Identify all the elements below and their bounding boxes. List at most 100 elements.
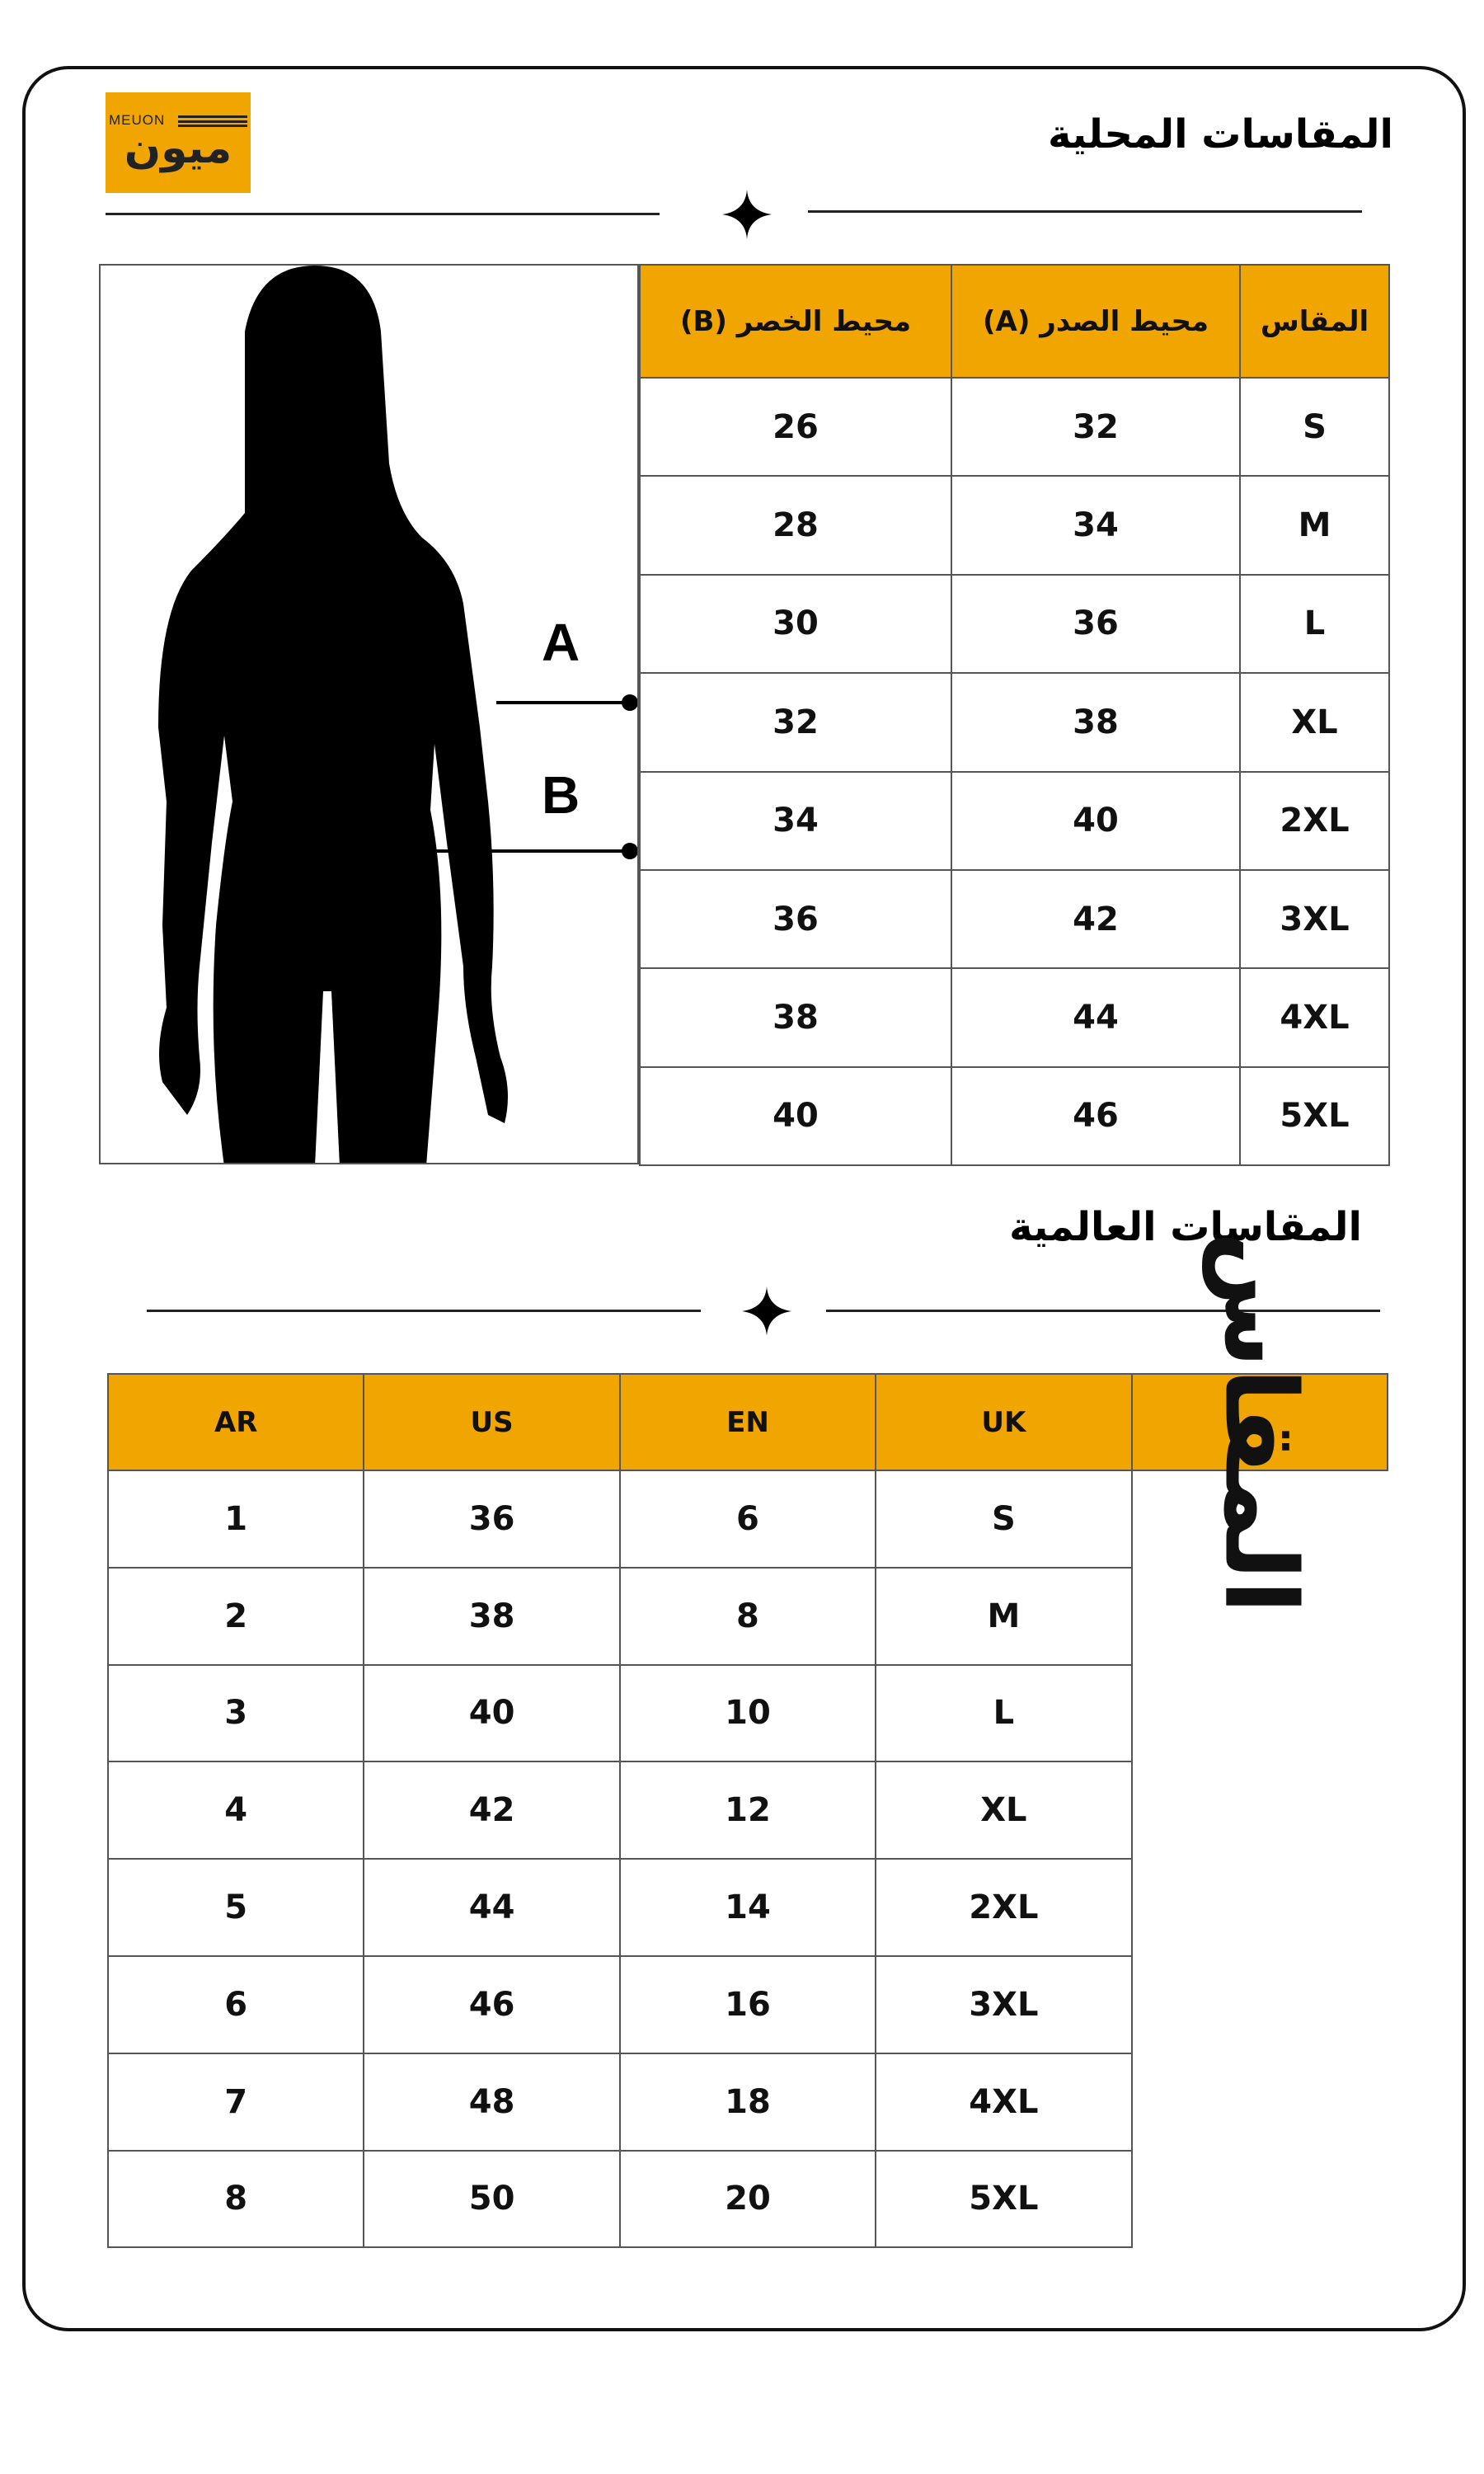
- divider-line: [808, 210, 1362, 213]
- table-row: 34 40 2XL: [639, 770, 1390, 871]
- table-cell: 42: [363, 1761, 621, 1860]
- table-cell: 8: [618, 1566, 877, 1666]
- table-cell: 40: [639, 1065, 952, 1167]
- size-side-label: المقاس: [1202, 1230, 1317, 1614]
- header-waist: محيط الخصر (B): [639, 264, 952, 379]
- table-cell: XL: [875, 1761, 1133, 1860]
- table-cell: 1: [106, 1470, 365, 1569]
- table-row: 3 40 10 L: [106, 1663, 1388, 1763]
- table-cell: 3XL: [875, 1954, 1133, 2054]
- table-cell: 26: [639, 376, 952, 477]
- table-row: 5 44 14 2XL: [106, 1858, 1388, 1957]
- table-row: 36 42 3XL: [639, 868, 1390, 970]
- table-cell: 36: [951, 573, 1241, 675]
- sparkle-icon: [742, 1286, 791, 1336]
- logo-text-ar: ميون: [124, 124, 232, 173]
- header-chest: محيط الصدر (A): [951, 264, 1241, 379]
- table-cell: 34: [639, 770, 952, 871]
- table-cell: 42: [951, 868, 1241, 970]
- table-cell: 8: [106, 2149, 365, 2249]
- table-cell: XL: [1239, 672, 1390, 773]
- table-cell: 34: [951, 475, 1241, 576]
- table-cell: 46: [951, 1065, 1241, 1167]
- divider-line: [826, 1310, 1380, 1312]
- divider-line: [106, 213, 660, 215]
- table-cell: 40: [363, 1663, 621, 1763]
- logo-bars: [178, 115, 247, 127]
- table-header-row: محيط الخصر (B) محيط الصدر (A) المقاس: [639, 264, 1390, 379]
- local-size-table: محيط الخصر (B) محيط الصدر (A) المقاس 26 3…: [639, 264, 1390, 1167]
- table-cell: 10: [618, 1663, 877, 1763]
- size-chart-card: [22, 66, 1466, 2331]
- table-cell: 46: [363, 1954, 621, 2054]
- sparkle-icon: [722, 190, 772, 239]
- table-cell: 32: [951, 376, 1241, 477]
- table-cell: 44: [951, 967, 1241, 1068]
- table-row: 8 50 20 5XL: [106, 2149, 1388, 2249]
- table-cell: 38: [951, 672, 1241, 773]
- header-size: المقاس: [1239, 264, 1390, 379]
- table-row: 30 36 L: [639, 573, 1390, 675]
- table-row: 38 44 4XL: [639, 967, 1390, 1068]
- woman-silhouette-icon: [158, 266, 637, 1163]
- table-cell: 3: [106, 1663, 365, 1763]
- global-size-table: AR US EN UK المقاس 1 36 6 S 2 38 8 M 3 40 10 L 4 42 12…: [106, 1231, 1389, 2249]
- table-cell: 2XL: [875, 1858, 1133, 1957]
- table-cell: 32: [639, 672, 952, 773]
- table-cell: 14: [618, 1858, 877, 1957]
- local-sizes-title: المقاسات المحلية: [1048, 111, 1393, 158]
- header-en: EN: [618, 1373, 877, 1471]
- table-row: 26 32 S: [639, 376, 1390, 477]
- marker-b-label: B: [542, 765, 580, 825]
- table-header-row: AR US EN UK المقاس: [106, 1231, 1389, 1613]
- table-cell: 44: [363, 1858, 621, 1957]
- table-row: 1 36 6 S: [106, 1470, 1388, 1569]
- table-row: 7 48 18 4XL: [106, 2052, 1388, 2152]
- table-row: 32 38 XL: [639, 672, 1390, 773]
- table-cell: 5XL: [1239, 1065, 1390, 1167]
- header-us: US: [363, 1373, 621, 1471]
- header-uk: UK: [875, 1373, 1133, 1471]
- table-cell: 28: [639, 475, 952, 576]
- table-cell: 36: [363, 1470, 621, 1569]
- table-cell: 4XL: [875, 2052, 1133, 2152]
- brand-logo: MEUON ميون: [106, 92, 251, 193]
- table-cell: M: [875, 1566, 1133, 1666]
- table-cell: 48: [363, 2052, 621, 2152]
- table-cell: 4: [106, 1761, 365, 1860]
- table-cell: 38: [363, 1566, 621, 1666]
- table-cell: 6: [106, 1954, 365, 2054]
- table-cell: 5XL: [875, 2149, 1133, 2249]
- table-cell: 7: [106, 2052, 365, 2152]
- table-cell: 38: [639, 967, 952, 1068]
- table-cell: S: [1239, 376, 1390, 477]
- table-cell: 12: [618, 1761, 877, 1860]
- header-ar: AR: [106, 1373, 365, 1471]
- table-row: 6 46 16 3XL: [106, 1954, 1388, 2054]
- logo-text-en: MEUON: [109, 112, 166, 128]
- table-cell: 2XL: [1239, 770, 1390, 871]
- global-sizes-title: المقاسات العالمية: [1009, 1204, 1362, 1250]
- divider-line: [147, 1310, 701, 1312]
- table-row: 2 38 8 M: [106, 1566, 1388, 1666]
- table-row: 28 34 M: [639, 475, 1390, 576]
- table-cell: L: [1239, 573, 1390, 675]
- table-cell: 16: [618, 1954, 877, 2054]
- table-cell: 3XL: [1239, 868, 1390, 970]
- marker-a-label: A: [542, 613, 580, 672]
- table-cell: L: [875, 1663, 1133, 1763]
- table-row: 40 46 5XL: [639, 1065, 1390, 1167]
- table-cell: 2: [106, 1566, 365, 1666]
- table-cell: 18: [618, 2052, 877, 2152]
- table-cell: 30: [639, 573, 952, 675]
- table-cell: M: [1239, 475, 1390, 576]
- table-cell: S: [875, 1470, 1133, 1569]
- table-cell: 40: [951, 770, 1241, 871]
- table-cell: 50: [363, 2149, 621, 2249]
- table-cell: 5: [106, 1858, 365, 1957]
- table-cell: 20: [618, 2149, 877, 2249]
- table-cell: 6: [618, 1470, 877, 1569]
- table-row: 4 42 12 XL: [106, 1761, 1388, 1860]
- body-figure: A B: [99, 264, 639, 1164]
- table-cell: 36: [639, 868, 952, 970]
